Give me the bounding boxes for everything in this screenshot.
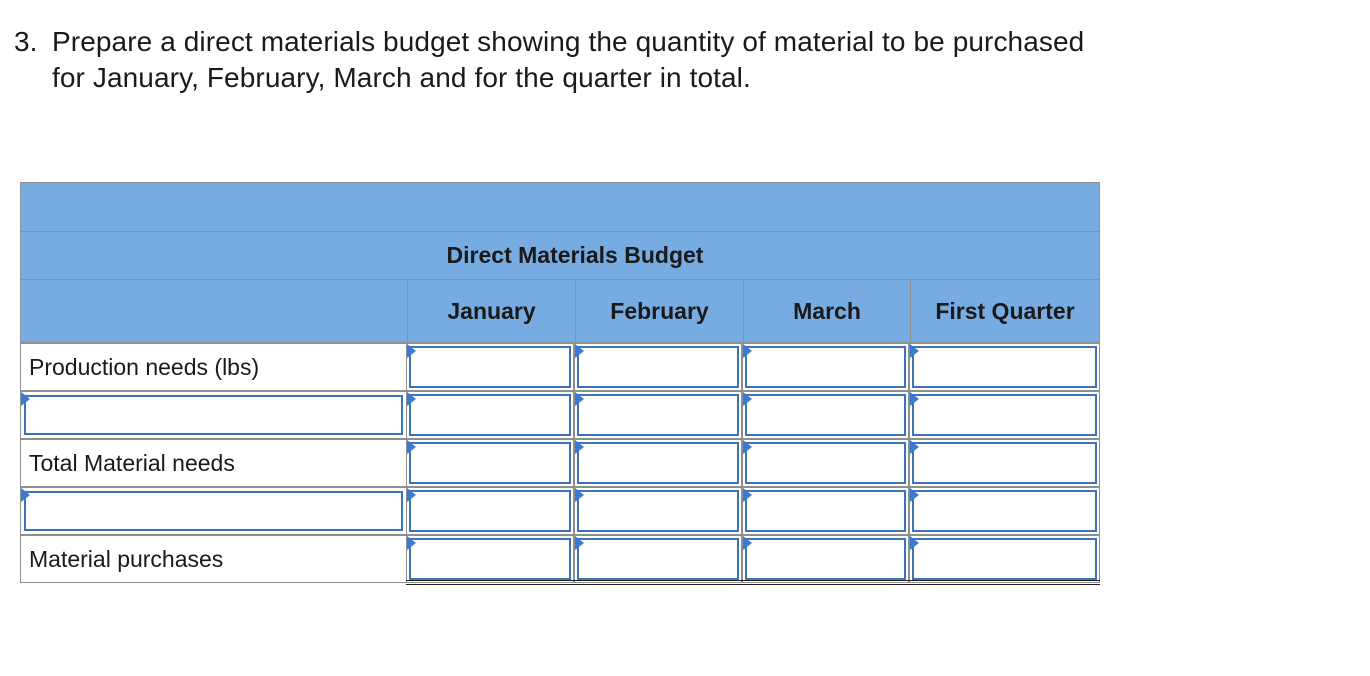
cell-row2-february[interactable] [574, 391, 742, 439]
cell-production-needs-january[interactable] [406, 343, 574, 391]
cell-row4-january[interactable] [406, 487, 574, 535]
dropdown-marker-icon [407, 488, 416, 502]
input-field[interactable] [409, 538, 571, 580]
input-field[interactable] [912, 490, 1097, 532]
cell-total-needs-february[interactable] [574, 439, 742, 487]
question-text: 3. Prepare a direct materials budget show… [14, 24, 1334, 96]
input-field[interactable] [409, 346, 571, 388]
dropdown-marker-icon [21, 488, 30, 502]
question-line-1: Prepare a direct materials budget showin… [52, 26, 1085, 57]
dropdown-marker-icon [910, 344, 919, 358]
dropdown-marker-icon [575, 536, 584, 550]
table-title: Direct Materials Budget [446, 242, 704, 268]
table-header-row: January February March First Quarter [20, 279, 1100, 343]
input-field[interactable] [409, 442, 571, 484]
input-field[interactable] [409, 490, 571, 532]
dropdown-marker-icon [407, 344, 416, 358]
cell-row4-march[interactable] [742, 487, 909, 535]
cell-total-needs-quarter[interactable] [909, 439, 1100, 487]
row-label-material-purchases: Material purchases [20, 535, 407, 583]
input-field[interactable] [912, 394, 1097, 436]
input-field[interactable] [577, 538, 739, 580]
row-label-total-material-needs: Total Material needs [20, 439, 407, 487]
row-label-production-needs: Production needs (lbs) [20, 343, 407, 391]
dropdown-marker-icon [910, 392, 919, 406]
dropdown-marker-icon [575, 344, 584, 358]
dropdown-marker-icon [407, 440, 416, 454]
dropdown-marker-icon [407, 536, 416, 550]
label-input-field[interactable] [24, 491, 403, 531]
cell-purchases-quarter[interactable] [909, 535, 1100, 583]
column-header-first-quarter: First Quarter [910, 280, 1099, 342]
dropdown-marker-icon [910, 440, 919, 454]
dropdown-marker-icon [575, 488, 584, 502]
dropdown-marker-icon [21, 392, 30, 406]
input-field[interactable] [577, 394, 739, 436]
question-line-2: for January, February, March and for the… [52, 62, 751, 93]
dropdown-marker-icon [575, 392, 584, 406]
cell-row4-quarter[interactable] [909, 487, 1100, 535]
cell-total-needs-january[interactable] [406, 439, 574, 487]
table-title-band: Direct Materials Budget [20, 231, 1100, 280]
dropdown-marker-icon [910, 488, 919, 502]
table-top-band [20, 182, 1100, 232]
row-label-input-4[interactable] [20, 487, 407, 535]
dropdown-marker-icon [743, 488, 752, 502]
cell-production-needs-march[interactable] [742, 343, 909, 391]
cell-total-needs-march[interactable] [742, 439, 909, 487]
column-header-february: February [575, 280, 743, 342]
dropdown-marker-icon [743, 536, 752, 550]
input-field[interactable] [577, 346, 739, 388]
dropdown-marker-icon [743, 440, 752, 454]
input-field[interactable] [912, 346, 1097, 388]
input-field[interactable] [577, 442, 739, 484]
cell-row2-january[interactable] [406, 391, 574, 439]
cell-purchases-january[interactable] [406, 535, 574, 583]
cell-row2-march[interactable] [742, 391, 909, 439]
dropdown-marker-icon [743, 392, 752, 406]
column-header-january: January [407, 280, 575, 342]
cell-row2-quarter[interactable] [909, 391, 1100, 439]
input-field[interactable] [745, 538, 906, 580]
cell-row4-february[interactable] [574, 487, 742, 535]
input-field[interactable] [745, 394, 906, 436]
dropdown-marker-icon [743, 344, 752, 358]
input-field[interactable] [409, 394, 571, 436]
input-field[interactable] [745, 490, 906, 532]
input-field[interactable] [912, 538, 1097, 580]
total-double-underline [406, 580, 1100, 585]
direct-materials-budget-table: Direct Materials Budget January February… [20, 182, 1100, 585]
cell-purchases-march[interactable] [742, 535, 909, 583]
cell-purchases-february[interactable] [574, 535, 742, 583]
input-field[interactable] [912, 442, 1097, 484]
dropdown-marker-icon [575, 440, 584, 454]
column-header-march: March [743, 280, 910, 342]
input-field[interactable] [745, 346, 906, 388]
dropdown-marker-icon [910, 536, 919, 550]
input-field[interactable] [577, 490, 739, 532]
label-input-field[interactable] [24, 395, 403, 435]
question-number: 3. [14, 26, 38, 57]
row-label-input-2[interactable] [20, 391, 407, 439]
dropdown-marker-icon [407, 392, 416, 406]
cell-production-needs-quarter[interactable] [909, 343, 1100, 391]
cell-production-needs-february[interactable] [574, 343, 742, 391]
input-field[interactable] [745, 442, 906, 484]
